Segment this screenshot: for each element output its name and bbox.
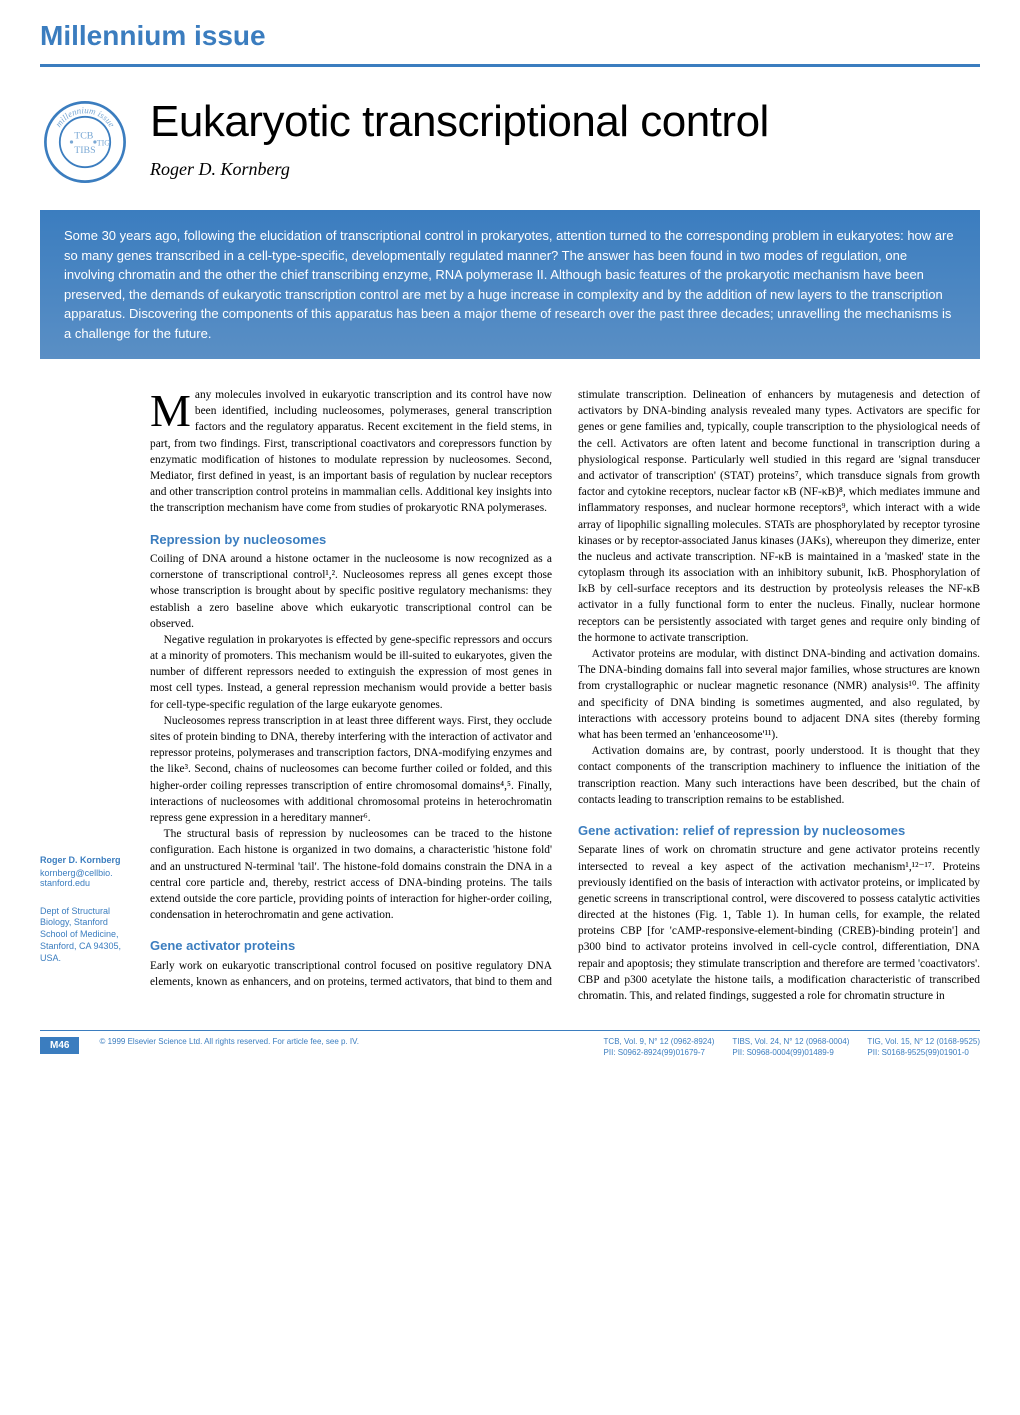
subhead-activator: Gene activator proteins xyxy=(150,937,552,955)
lead-paragraph: Many molecules involved in eukaryotic tr… xyxy=(150,387,552,517)
footer-journal-refs: TCB, Vol. 9, N° 12 (0962-8924) PII: S096… xyxy=(604,1037,980,1058)
footer-ref-tig: TIG, Vol. 15, N° 12 (0168-9525) PII: S01… xyxy=(867,1037,980,1058)
article-title: Eukaryotic transcriptional control xyxy=(150,97,980,147)
jr2-line2: PII: S0968-0004(99)01489-9 xyxy=(732,1048,833,1057)
footer-ref-tcb: TCB, Vol. 9, N° 12 (0962-8924) PII: S096… xyxy=(604,1037,715,1058)
section-label: Millennium issue xyxy=(40,20,980,52)
subhead-repression: Repression by nucleosomes xyxy=(150,531,552,549)
jr1-line1: TCB, Vol. 9, N° 12 (0962-8924) xyxy=(604,1037,715,1046)
para-4: The structural basis of repression by nu… xyxy=(150,826,552,923)
page-number: M46 xyxy=(40,1037,79,1054)
para-6: Activator proteins are modular, with dis… xyxy=(578,646,980,743)
dropcap: M xyxy=(150,387,195,430)
jr3-line2: PII: S0168-9525(99)01901-0 xyxy=(867,1048,968,1057)
email-line1: kornberg@cellbio. xyxy=(40,868,113,878)
footer-copyright: © 1999 Elsevier Science Ltd. All rights … xyxy=(99,1037,603,1046)
margin-author-email: kornberg@cellbio. stanford.edu xyxy=(40,868,132,888)
margin-author-name: Roger D. Kornberg xyxy=(40,855,132,865)
para-3: Nucleosomes repress transcription in at … xyxy=(150,713,552,826)
email-line2: stanford.edu xyxy=(40,878,90,888)
title-row: millennium issue TCB TIBS TIG Eukaryotic… xyxy=(0,97,1020,200)
svg-text:TCB: TCB xyxy=(74,130,94,141)
svg-text:TIBS: TIBS xyxy=(74,145,95,156)
text-columns: Many molecules involved in eukaryotic tr… xyxy=(150,387,980,1004)
para-2: Negative regulation in prokaryotes is ef… xyxy=(150,632,552,713)
subhead-activation-relief: Gene activation: relief of repression by… xyxy=(578,822,980,840)
article-author: Roger D. Kornberg xyxy=(150,159,980,180)
footer-ref-tibs: TIBS, Vol. 24, N° 12 (0968-0004) PII: S0… xyxy=(732,1037,849,1058)
header: Millennium issue xyxy=(0,0,1020,60)
title-block: Eukaryotic transcriptional control Roger… xyxy=(150,97,980,200)
svg-text:TIG: TIG xyxy=(97,139,111,148)
para-8: Separate lines of work on chromatin stru… xyxy=(578,842,980,1004)
jr3-line1: TIG, Vol. 15, N° 12 (0168-9525) xyxy=(867,1037,980,1046)
body-columns: Roger D. Kornberg kornberg@cellbio. stan… xyxy=(0,387,1020,1024)
jr2-line1: TIBS, Vol. 24, N° 12 (0968-0004) xyxy=(732,1037,849,1046)
footer: M46 © 1999 Elsevier Science Ltd. All rig… xyxy=(40,1030,980,1058)
para-7: Activation domains are, by contrast, poo… xyxy=(578,743,980,808)
para-1: Coiling of DNA around a histone octamer … xyxy=(150,551,552,632)
jr1-line2: PII: S0962-8924(99)01679-7 xyxy=(604,1048,705,1057)
margin-affiliation: Dept of Structural Biology, Stanford Sch… xyxy=(40,906,132,964)
abstract: Some 30 years ago, following the elucida… xyxy=(40,210,980,359)
header-rule xyxy=(40,64,980,67)
margin-column: Roger D. Kornberg kornberg@cellbio. stan… xyxy=(40,387,150,1004)
millennium-seal-icon: millennium issue TCB TIBS TIG xyxy=(40,97,130,187)
lead-text: any molecules involved in eukaryotic tra… xyxy=(150,389,552,514)
